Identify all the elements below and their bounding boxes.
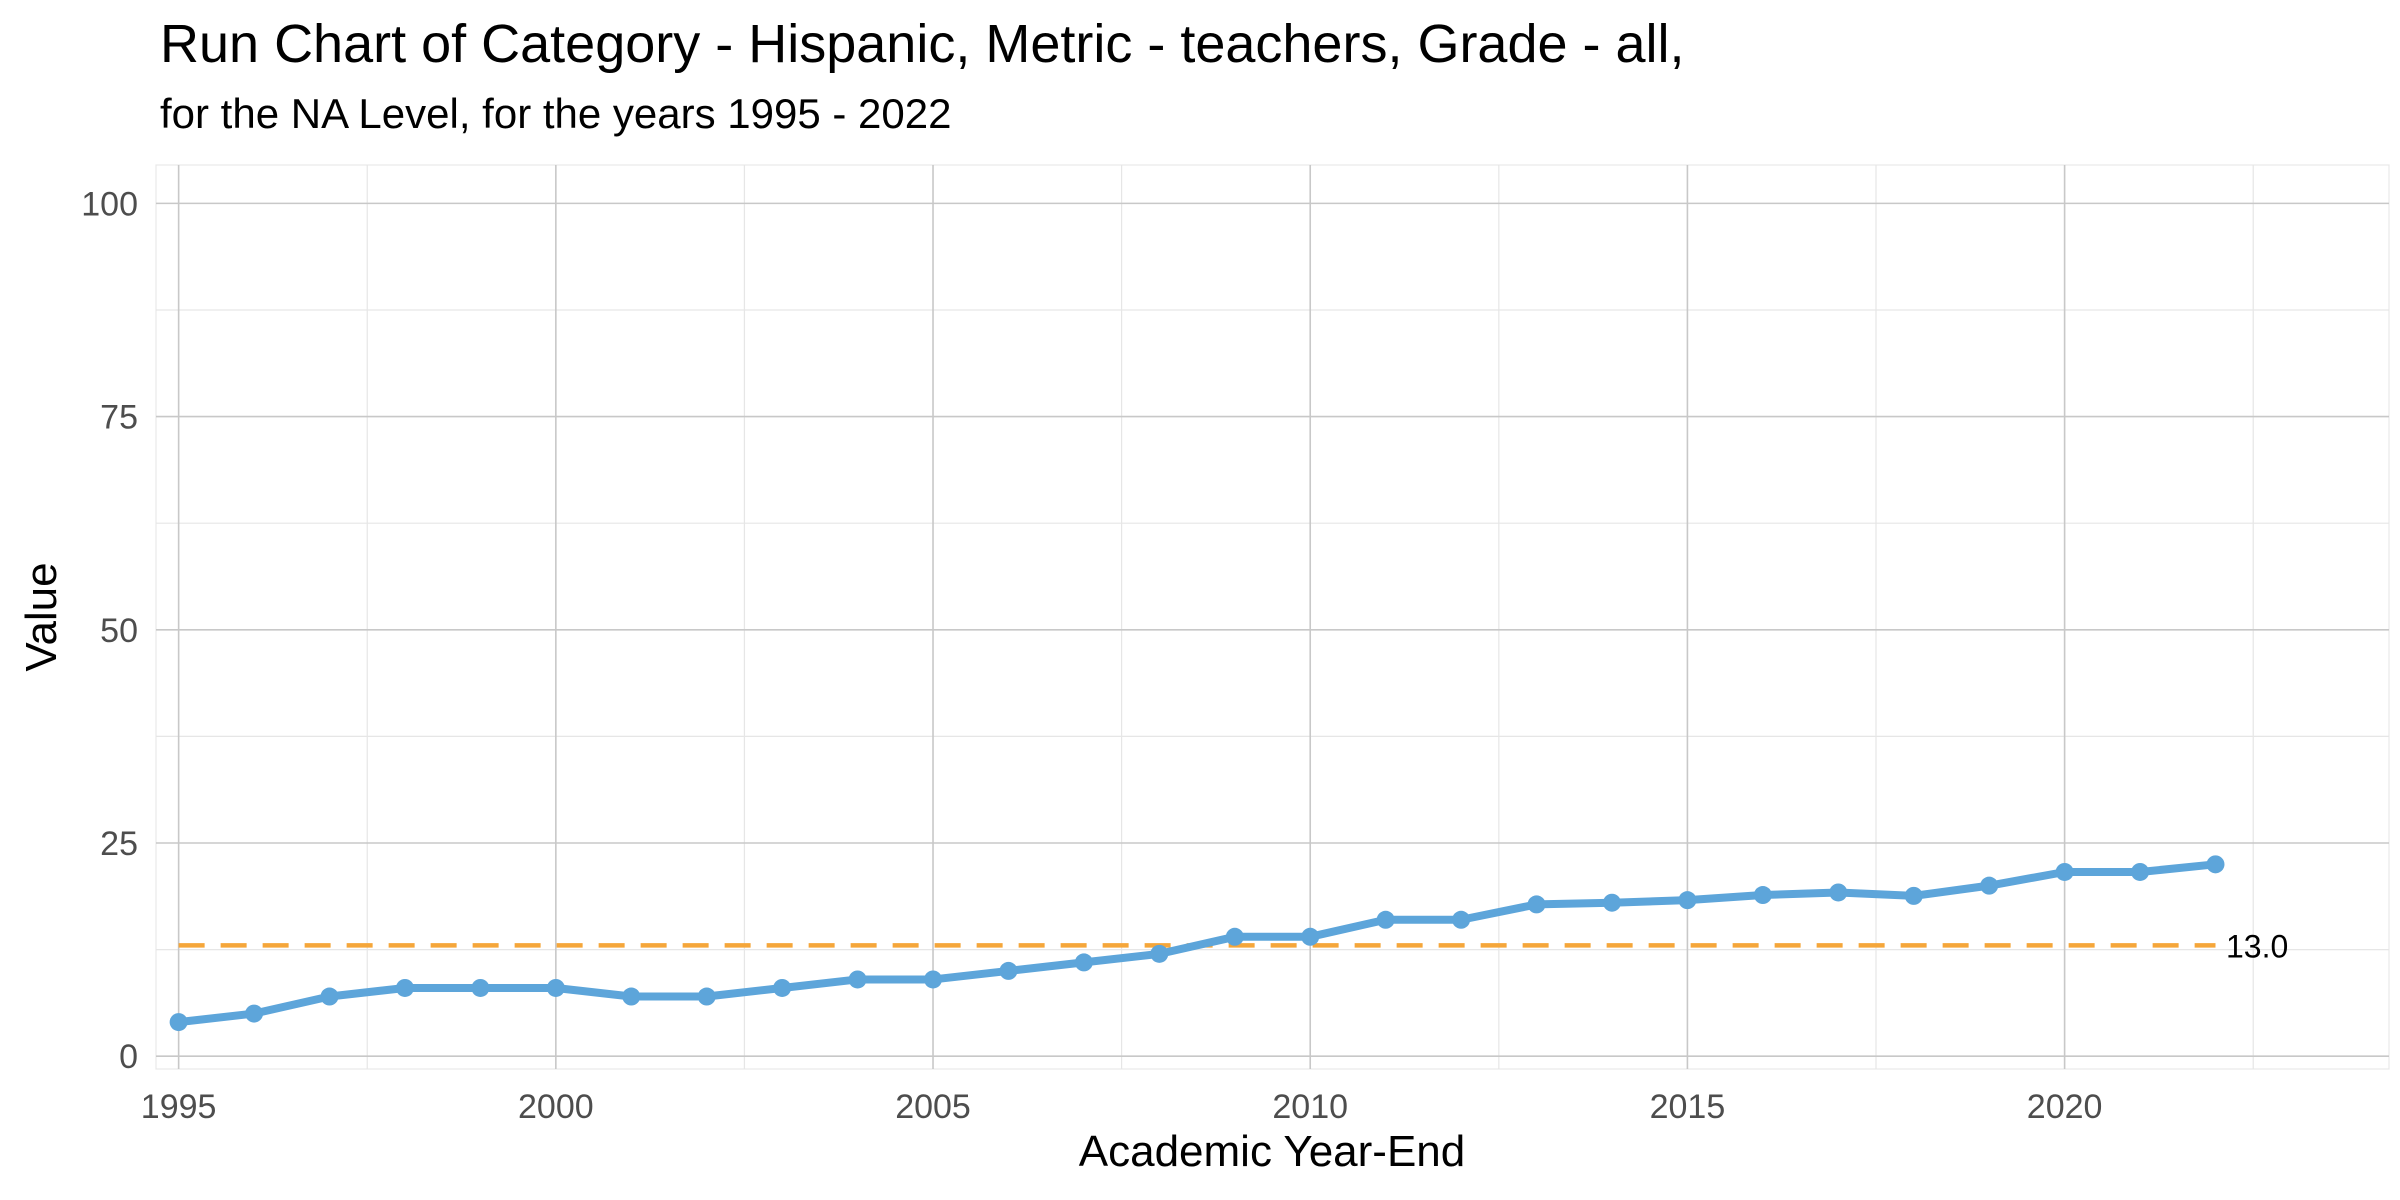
- x-tick-label: 2000: [518, 1088, 594, 1126]
- y-axis-title: Value: [17, 562, 66, 671]
- data-point: [1980, 876, 1999, 895]
- data-point: [1904, 886, 1923, 905]
- data-point: [1150, 944, 1169, 963]
- data-point: [697, 987, 716, 1006]
- x-axis-title: Academic Year-End: [1079, 1127, 1465, 1176]
- y-tick-label: 100: [81, 185, 138, 223]
- minor-gridlines: [156, 165, 2389, 1069]
- data-point: [1527, 895, 1546, 914]
- panel-border: [155, 164, 2390, 1070]
- data-point: [1376, 910, 1395, 929]
- data-point: [999, 961, 1018, 980]
- x-tick-label: 2005: [895, 1088, 971, 1126]
- major-gridlines: [156, 165, 2389, 1069]
- data-point: [546, 978, 565, 997]
- data-point: [320, 987, 339, 1006]
- data-point: [169, 1013, 188, 1032]
- data-point: [1829, 883, 1848, 902]
- chart-title: Run Chart of Category - Hispanic, Metric…: [160, 14, 1685, 74]
- data-point: [1602, 893, 1621, 912]
- data-point: [2055, 862, 2074, 881]
- y-tick-label: 50: [100, 612, 138, 650]
- data-point: [395, 978, 414, 997]
- chart-subtitle: for the NA Level, for the years 1995 - 2…: [160, 90, 951, 137]
- x-axis-ticks: 1995 2000 2005 2010 2015 2020: [141, 1088, 2103, 1126]
- data-point: [245, 1004, 264, 1023]
- x-tick-label: 2010: [1272, 1088, 1348, 1126]
- data-point: [848, 970, 867, 989]
- x-tick-label: 1995: [141, 1088, 217, 1126]
- y-tick-label: 75: [100, 399, 138, 437]
- data-point: [1678, 891, 1697, 910]
- data-point: [471, 978, 490, 997]
- y-tick-label: 0: [119, 1038, 138, 1076]
- data-point: [622, 987, 641, 1006]
- y-axis-ticks: 0 25 50 75 100: [81, 185, 138, 1076]
- data-point: [1452, 910, 1471, 929]
- series-line: [174, 860, 2220, 1027]
- reference-line-label: 13.0: [2226, 928, 2288, 964]
- data-point: [1225, 927, 1244, 946]
- series-group: [169, 855, 2225, 1032]
- x-tick-label: 2015: [1650, 1088, 1726, 1126]
- data-point: [773, 978, 792, 997]
- data-point: [924, 970, 943, 989]
- x-tick-label: 2020: [2027, 1088, 2103, 1126]
- data-point: [2131, 862, 2150, 881]
- data-point: [2206, 855, 2225, 874]
- data-point: [1301, 927, 1320, 946]
- y-tick-label: 25: [100, 825, 138, 863]
- data-point: [1074, 953, 1093, 972]
- data-point: [1753, 886, 1772, 905]
- plot-panel: 13.0: [155, 164, 2390, 1070]
